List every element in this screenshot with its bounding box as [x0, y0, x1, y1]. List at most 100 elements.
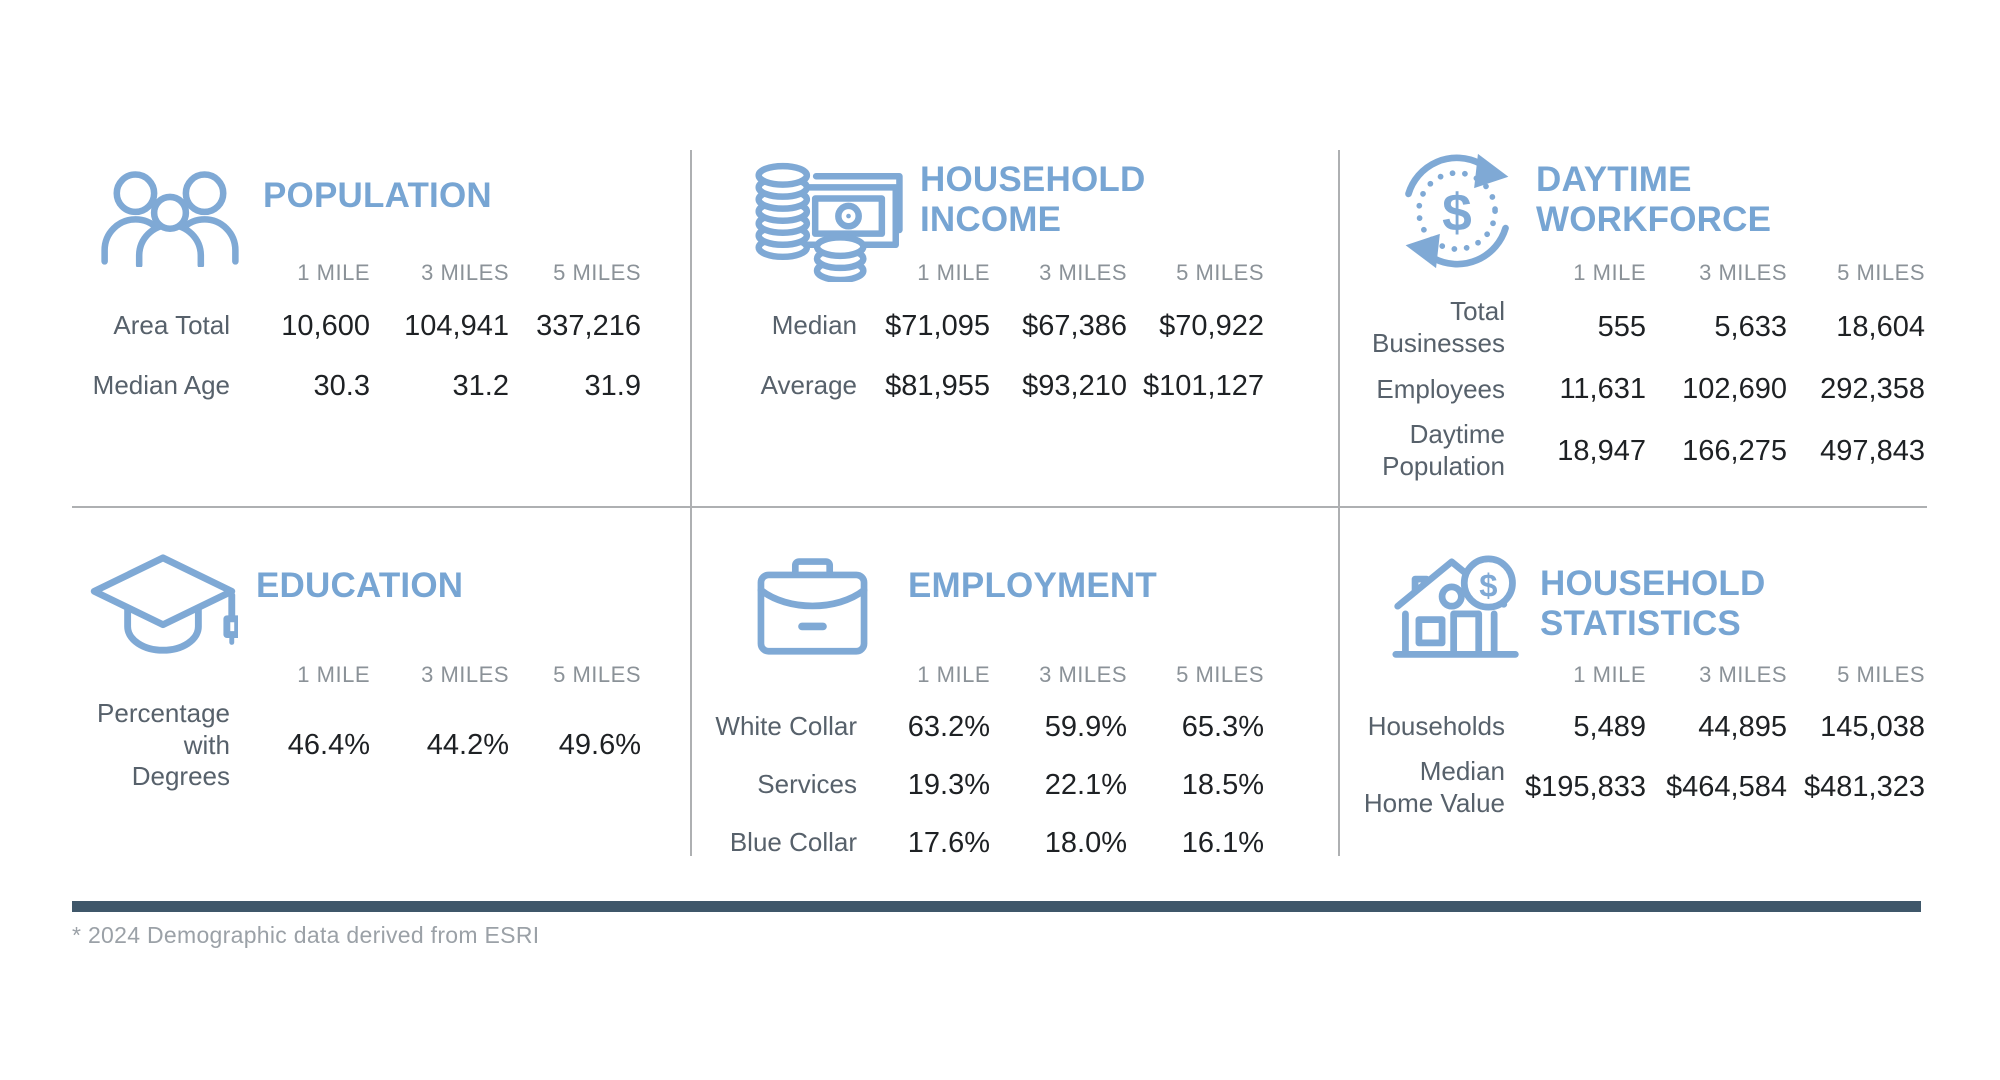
vertical-divider-1 — [690, 150, 692, 856]
row-label: Households — [1367, 711, 1505, 742]
column-header: 3 MILES — [421, 260, 509, 285]
column-header: 1 MILE — [297, 260, 370, 285]
value-cell: $93,210 — [1022, 369, 1127, 402]
header-row: 1 MILE 3 MILES 5 MILES — [80, 652, 641, 698]
table-row: Median Home Value $195,833 $464,584 $481… — [1360, 756, 1925, 819]
value-cell: 31.9 — [584, 369, 641, 402]
row-label: Area Total — [113, 310, 230, 341]
value-cell: $81,955 — [885, 369, 990, 402]
value-cell: 59.9% — [1044, 710, 1127, 743]
table-row: Percentage with Degrees 46.4% 44.2% 49.6… — [80, 698, 641, 793]
table-row: Services 19.3% 22.1% 18.5% — [710, 756, 1264, 814]
column-header: 3 MILES — [1039, 662, 1127, 687]
panel-daytime-workforce: $ DAYTIME WORKFORCE 1 MILE 3 MILES 5 MIL… — [1360, 150, 1925, 483]
table-row: Total Businesses 555 5,633 18,604 — [1360, 296, 1925, 359]
column-header: 1 MILE — [297, 662, 370, 687]
column-header: 1 MILE — [917, 662, 990, 687]
value-cell: 11,631 — [1559, 372, 1646, 405]
value-cell: 18,947 — [1557, 434, 1646, 467]
row-label: Percentage with Degrees — [97, 698, 230, 792]
row-label: Blue Collar — [729, 827, 857, 858]
people-icon — [95, 168, 245, 267]
value-cell: 22.1% — [1044, 768, 1127, 801]
household-statistics-table: 1 MILE 3 MILES 5 MILES Households 5,489 … — [1360, 652, 1925, 819]
table-row: Employees 11,631 102,690 292,358 — [1360, 359, 1925, 419]
vertical-divider-2 — [1338, 150, 1340, 856]
value-cell: $71,095 — [885, 309, 990, 342]
panel-title: EDUCATION — [256, 566, 464, 605]
employment-table: 1 MILE 3 MILES 5 MILES White Collar 63.2… — [710, 652, 1264, 872]
value-cell: 65.3% — [1181, 710, 1264, 743]
panel-head: EMPLOYMENT — [710, 552, 1264, 655]
column-header: 3 MILES — [421, 662, 509, 687]
value-cell: 46.4% — [287, 729, 370, 762]
panel-household-statistics: $ HOUSEHOLD STATISTICS 1 MILE 3 MILES 5 … — [1360, 552, 1925, 819]
value-cell: 18,604 — [1836, 311, 1925, 344]
header-row: 1 MILE 3 MILES 5 MILES — [1360, 250, 1925, 296]
coins-and-bill-icon — [755, 152, 905, 282]
panel-employment: EMPLOYMENT 1 MILE 3 MILES 5 MILES White … — [710, 552, 1264, 872]
household-income-table: 1 MILE 3 MILES 5 MILES Median $71,095 $6… — [710, 250, 1264, 416]
row-label: Median — [771, 310, 857, 341]
table-row: Households 5,489 44,895 145,038 — [1360, 698, 1925, 756]
value-cell: 63.2% — [907, 710, 990, 743]
panel-education: EDUCATION 1 MILE 3 MILES 5 MILES Percent… — [80, 552, 641, 793]
daytime-workforce-table: 1 MILE 3 MILES 5 MILES Total Businesses … — [1360, 250, 1925, 483]
value-cell: 16.1% — [1181, 826, 1264, 859]
value-cell: $195,833 — [1525, 771, 1646, 804]
column-header: 5 MILES — [553, 260, 641, 285]
header-row: 1 MILE 3 MILES 5 MILES — [710, 250, 1264, 296]
value-cell: 18.0% — [1044, 826, 1127, 859]
column-header: 5 MILES — [1176, 260, 1264, 285]
panel-title: HOUSEHOLD INCOME — [920, 160, 1146, 239]
value-cell: $70,922 — [1159, 309, 1264, 342]
value-cell: 5,489 — [1573, 710, 1646, 743]
value-cell: 102,690 — [1682, 372, 1787, 405]
value-cell: 18.5% — [1181, 768, 1264, 801]
svg-text:$: $ — [1479, 566, 1497, 603]
value-cell: 555 — [1597, 311, 1646, 344]
panel-title: HOUSEHOLD STATISTICS — [1540, 564, 1766, 643]
dollar-cycle-icon: $ — [1398, 152, 1516, 270]
panel-head: $ DAYTIME WORKFORCE — [1360, 150, 1925, 269]
value-cell: 31.2 — [452, 369, 509, 402]
table-row: Average $81,955 $93,210 $101,127 — [710, 356, 1264, 416]
table-row: Median Age 30.3 31.2 31.9 — [80, 356, 641, 416]
panel-title: DAYTIME WORKFORCE — [1536, 160, 1772, 239]
briefcase-icon — [755, 552, 870, 657]
value-cell: 5,633 — [1714, 311, 1787, 344]
table-row: Daytime Population 18,947 166,275 497,84… — [1360, 419, 1925, 482]
panel-head: $ HOUSEHOLD STATISTICS — [1360, 552, 1925, 658]
value-cell: $67,386 — [1022, 309, 1127, 342]
panel-population: POPULATION 1 MILE 3 MILES 5 MILES Area T… — [80, 150, 641, 416]
value-cell: 145,038 — [1820, 710, 1925, 743]
row-label: White Collar — [715, 711, 857, 742]
column-header: 5 MILES — [1176, 662, 1264, 687]
panel-household-income: HOUSEHOLD INCOME 1 MILE 3 MILES 5 MILES … — [710, 150, 1264, 416]
panel-title: POPULATION — [263, 176, 492, 215]
header-row: 1 MILE 3 MILES 5 MILES — [1360, 652, 1925, 698]
row-label: Average — [760, 370, 857, 401]
horizontal-divider — [72, 506, 1927, 508]
column-header: 3 MILES — [1699, 662, 1787, 687]
population-table: 1 MILE 3 MILES 5 MILES Area Total 10,600… — [80, 250, 641, 416]
row-label: Services — [757, 769, 857, 800]
value-cell: 292,358 — [1820, 372, 1925, 405]
column-header: 3 MILES — [1699, 260, 1787, 285]
value-cell: $481,323 — [1804, 771, 1925, 804]
column-header: 5 MILES — [1837, 260, 1925, 285]
row-label: Total Businesses — [1372, 296, 1505, 358]
panel-head: POPULATION — [80, 150, 641, 267]
column-header: 5 MILES — [1837, 662, 1925, 687]
panel-head: HOUSEHOLD INCOME — [710, 150, 1264, 282]
column-header: 1 MILE — [1573, 260, 1646, 285]
column-header: 1 MILE — [1573, 662, 1646, 687]
header-row: 1 MILE 3 MILES 5 MILES — [710, 652, 1264, 698]
house-dollar-icon: $ — [1390, 552, 1525, 670]
panel-title: EMPLOYMENT — [908, 566, 1157, 605]
footer-bar — [72, 901, 1921, 912]
row-label: Daytime Population — [1382, 419, 1505, 482]
value-cell: 30.3 — [313, 369, 370, 402]
education-table: 1 MILE 3 MILES 5 MILES Percentage with D… — [80, 652, 641, 793]
